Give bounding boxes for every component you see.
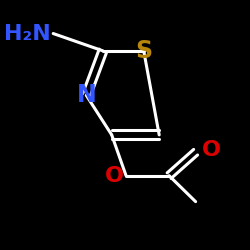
Text: O: O	[202, 140, 221, 160]
Text: H₂N: H₂N	[4, 24, 51, 44]
Text: O: O	[105, 166, 124, 186]
Text: N: N	[76, 83, 96, 107]
Text: S: S	[135, 39, 152, 63]
